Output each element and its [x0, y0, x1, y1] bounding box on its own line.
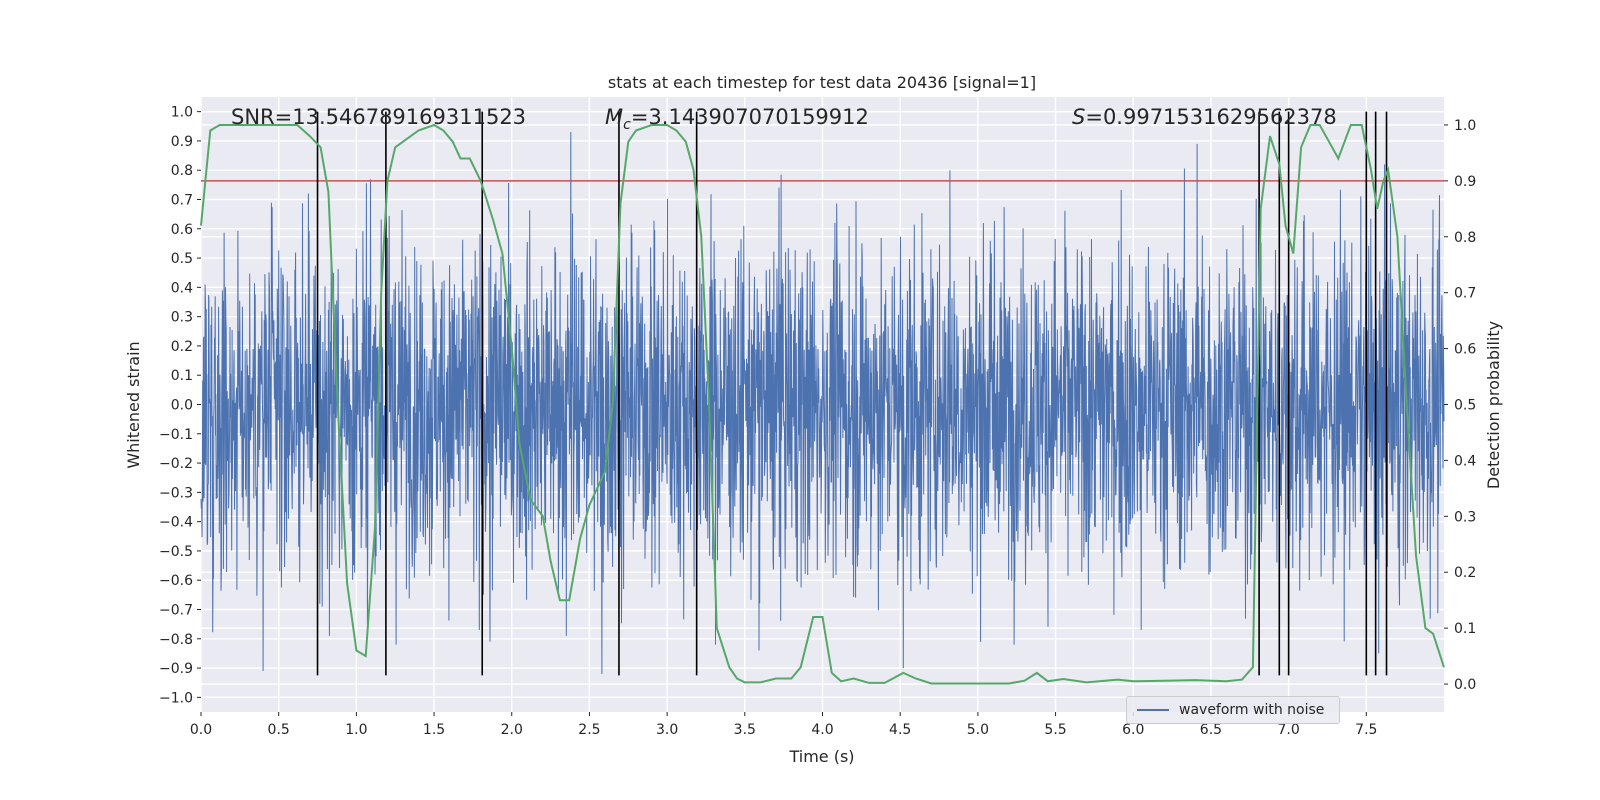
- waveform-series: [200, 132, 1445, 674]
- y-right-tick-label: 0.3: [1454, 509, 1476, 525]
- y-right-tick-label: 0.6: [1454, 342, 1476, 358]
- y-right-tick-label: 0.1: [1454, 621, 1476, 637]
- y-left-tick-label: 1.0: [171, 105, 193, 121]
- y-right-tick-label: 0.9: [1454, 174, 1476, 190]
- y-left-tick-label: 0.2: [171, 339, 193, 355]
- y-left-tick-label: 0.9: [171, 134, 193, 150]
- y-right-tick-label: 0.0: [1454, 677, 1476, 693]
- y-left-tick-label: 0.0: [171, 398, 193, 414]
- y-left-tick-label: −0.2: [159, 456, 193, 472]
- chirp-mass-value: =3.143907070159912: [631, 105, 869, 129]
- detection-probability-line: [200, 123, 1445, 685]
- x-tick-label: 6.0: [1122, 722, 1144, 738]
- score-value: =0.9971531629562378: [1085, 105, 1336, 129]
- y-right-tick-label: 0.2: [1454, 565, 1476, 581]
- x-tick-label: 1.0: [345, 722, 367, 738]
- y-left-tick-label: 0.1: [171, 368, 193, 384]
- x-tick-label: 0.0: [190, 722, 212, 738]
- y-right-tick-label: 0.7: [1454, 286, 1476, 302]
- chart-title: stats at each timestep for test data 204…: [608, 73, 1036, 92]
- y-right-tick-label: 1.0: [1454, 118, 1476, 134]
- y-left-tick-label: 0.3: [171, 310, 193, 326]
- y-left-tick-label: 0.5: [171, 251, 193, 267]
- legend-waveform-swatch: [1137, 709, 1169, 711]
- legend-waveform-label: waveform with noise: [1179, 702, 1325, 718]
- y-left-tick-label: −0.5: [159, 544, 193, 560]
- y-left-tick-label: 0.8: [171, 163, 193, 179]
- y-right-axis-label: Detection probability: [1484, 321, 1503, 489]
- y-left-axis-label: Whitened strain: [124, 341, 143, 468]
- x-tick-label: 0.5: [268, 722, 290, 738]
- y-left-tick-label: −0.4: [159, 515, 193, 531]
- x-tick-label: 7.0: [1277, 722, 1299, 738]
- y-right-axis-ticks: 0.0 0.1 0.2 0.3 0.4 0.5 0.6 0.7 0.8 0.9 1.0: [1444, 118, 1476, 693]
- legend: waveform with noise: [1126, 696, 1340, 724]
- detection-probability-series: [200, 123, 1445, 685]
- x-tick-label: 7.5: [1355, 722, 1377, 738]
- y-left-tick-label: −0.8: [159, 632, 193, 648]
- snr-annotation: SNR=13.546789169311523: [231, 105, 526, 129]
- x-tick-label: 3.0: [656, 722, 678, 738]
- chirp-mass-annotation: Mc=3.143907070159912: [605, 105, 869, 133]
- x-tick-label: 6.5: [1200, 722, 1222, 738]
- y-left-tick-label: −0.3: [159, 485, 193, 501]
- x-tick-label: 2.5: [578, 722, 600, 738]
- score-symbol: S: [1072, 105, 1085, 129]
- y-right-tick-label: 0.8: [1454, 230, 1476, 246]
- y-left-tick-label: 0.4: [171, 280, 193, 296]
- x-tick-label: 4.0: [811, 722, 833, 738]
- chirp-mass-symbol: M: [605, 105, 623, 129]
- y-right-tick-label: 0.5: [1454, 398, 1476, 414]
- score-annotation: S=0.9971531629562378: [1072, 105, 1337, 129]
- waveform-line: [200, 132, 1445, 674]
- chirp-mass-subscript: c: [623, 117, 631, 133]
- y-left-tick-label: −0.7: [159, 603, 193, 619]
- x-axis-ticks: 0.0 0.5 1.0 1.5 2.0 2.5 3.0 3.5 4.0 4.5 5.0 5.5 6.0 6…: [190, 712, 1377, 738]
- x-tick-label: 5.0: [967, 722, 989, 738]
- x-axis-label: Time (s): [788, 747, 854, 766]
- y-left-tick-label: 0.7: [171, 193, 193, 209]
- x-tick-label: 4.5: [889, 722, 911, 738]
- x-tick-label: 3.5: [734, 722, 756, 738]
- y-left-tick-label: −0.9: [159, 661, 193, 677]
- y-left-axis-ticks: −1.0 −0.9 −0.8 −0.7 −0.6 −0.5 −0.4 −0.3 −0.2 −0.1…: [159, 105, 201, 706]
- y-left-tick-label: −0.6: [159, 573, 193, 589]
- y-left-tick-label: −0.1: [159, 427, 193, 443]
- y-left-tick-label: 0.6: [171, 222, 193, 238]
- x-tick-label: 5.5: [1044, 722, 1066, 738]
- y-right-tick-label: 0.4: [1454, 453, 1476, 469]
- detection-markers: [316, 111, 1388, 676]
- y-left-tick-label: −1.0: [159, 690, 193, 706]
- x-tick-label: 2.0: [501, 722, 523, 738]
- x-tick-label: 1.5: [423, 722, 445, 738]
